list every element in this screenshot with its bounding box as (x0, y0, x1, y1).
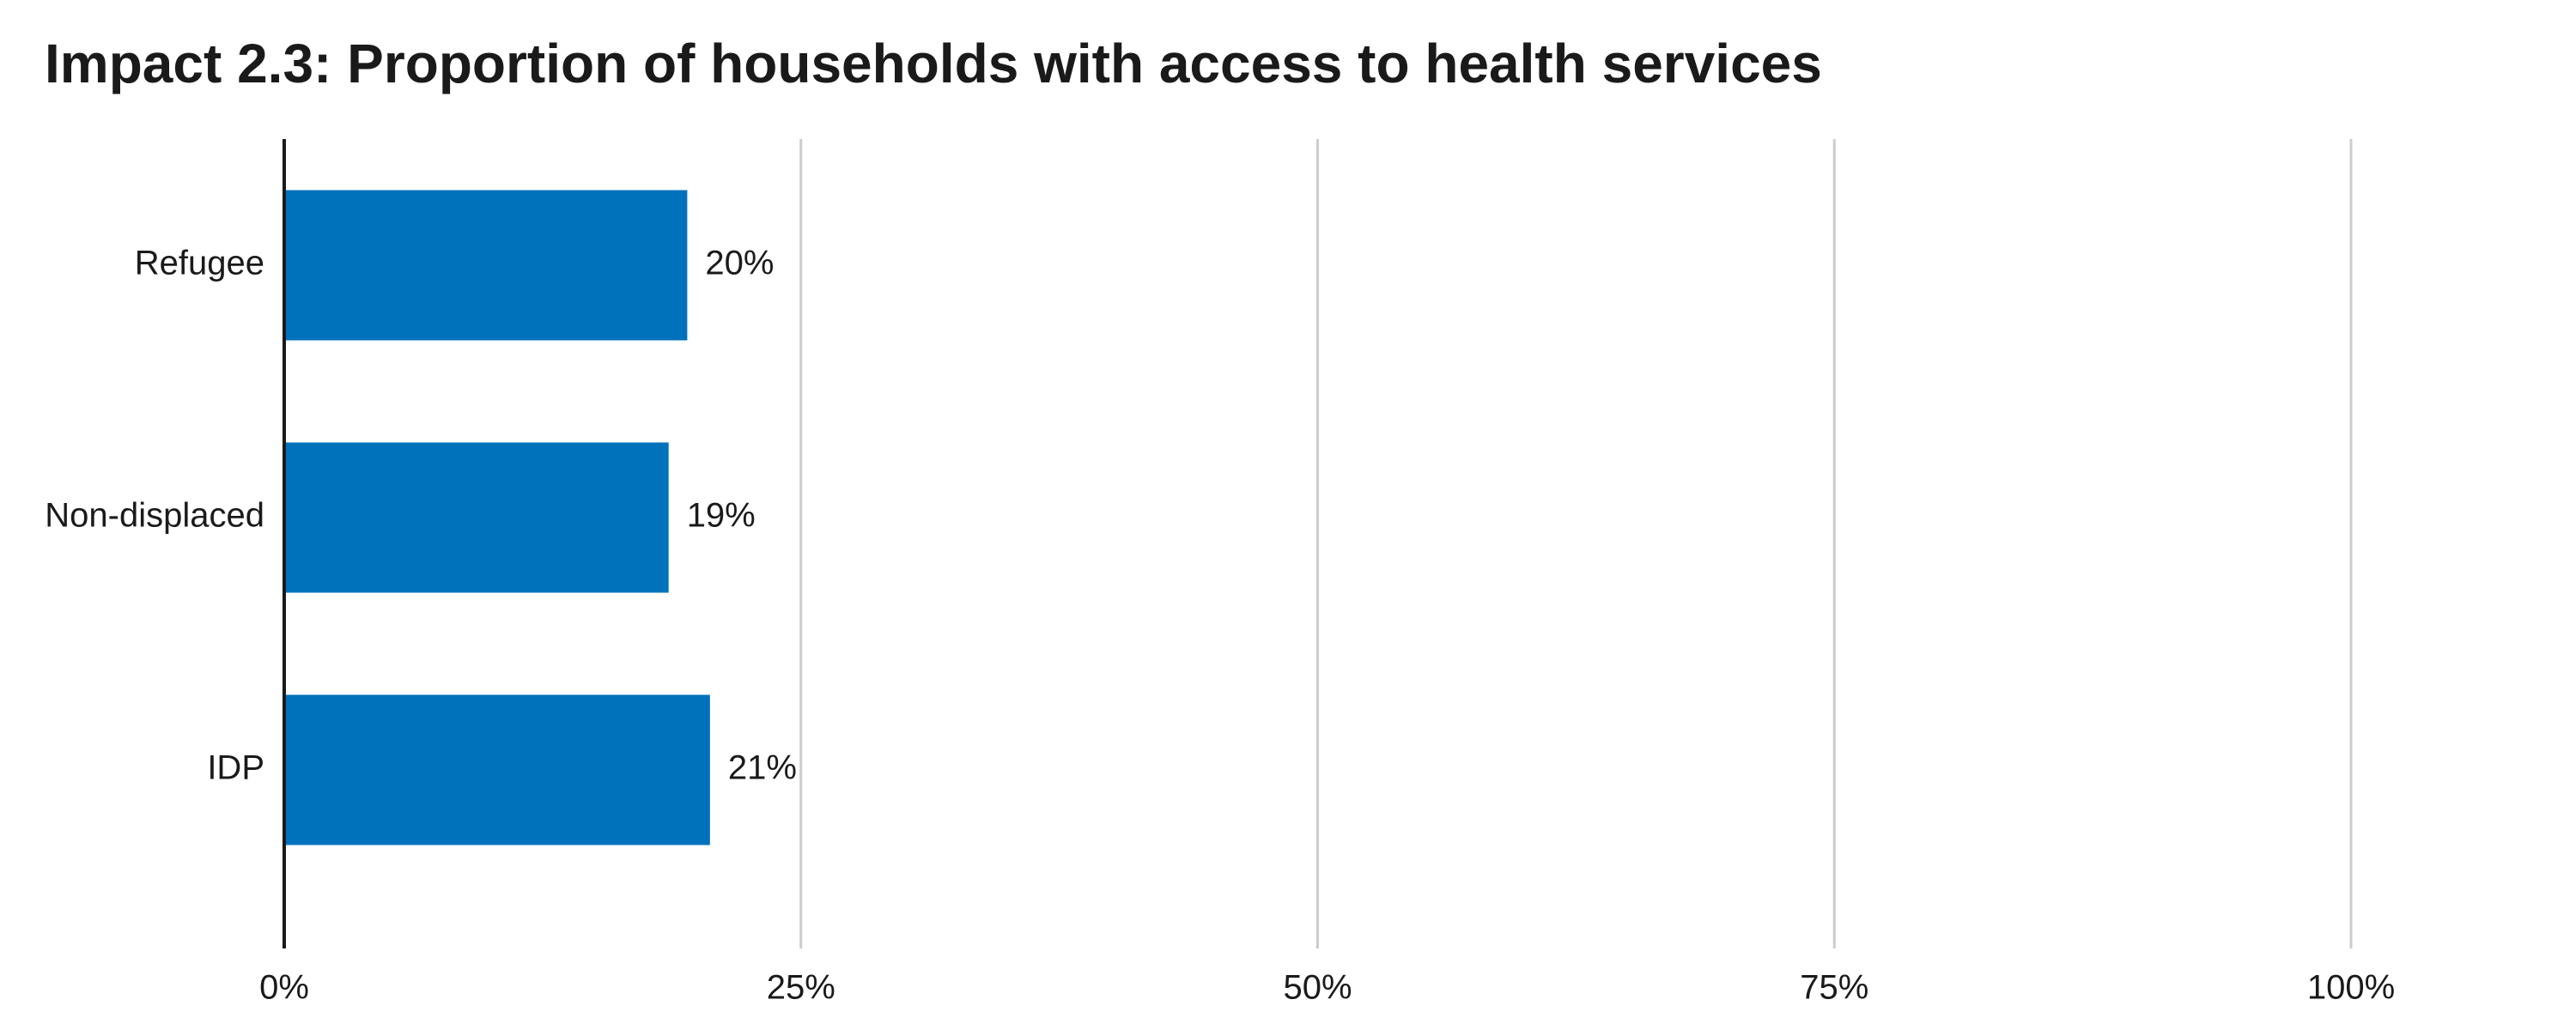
chart-title: Impact 2.3: Proportion of households wit… (45, 33, 1822, 94)
bar-non-displaced (284, 442, 669, 593)
category-label: Refugee (135, 245, 264, 282)
category-label: IDP (207, 749, 264, 787)
x-tick-label: 0% (259, 969, 309, 1007)
bar-refugee (284, 190, 688, 341)
gridlines (799, 139, 2353, 948)
x-tick-label: 50% (1283, 969, 1352, 1007)
data-label: 21% (728, 749, 797, 787)
x-tick-label: 25% (767, 969, 835, 1007)
x-tick-label: 75% (1800, 969, 1868, 1007)
data-label: 20% (705, 245, 774, 282)
labels: 0% 25% 50% 75% 100% Refugee 20% Non-displaced 19… (45, 245, 2395, 1007)
bar-idp (284, 694, 710, 845)
x-tick-label: 100% (2307, 969, 2395, 1007)
data-label: 19% (687, 497, 756, 535)
bars (284, 190, 710, 845)
category-label: Non-displaced (45, 497, 264, 535)
